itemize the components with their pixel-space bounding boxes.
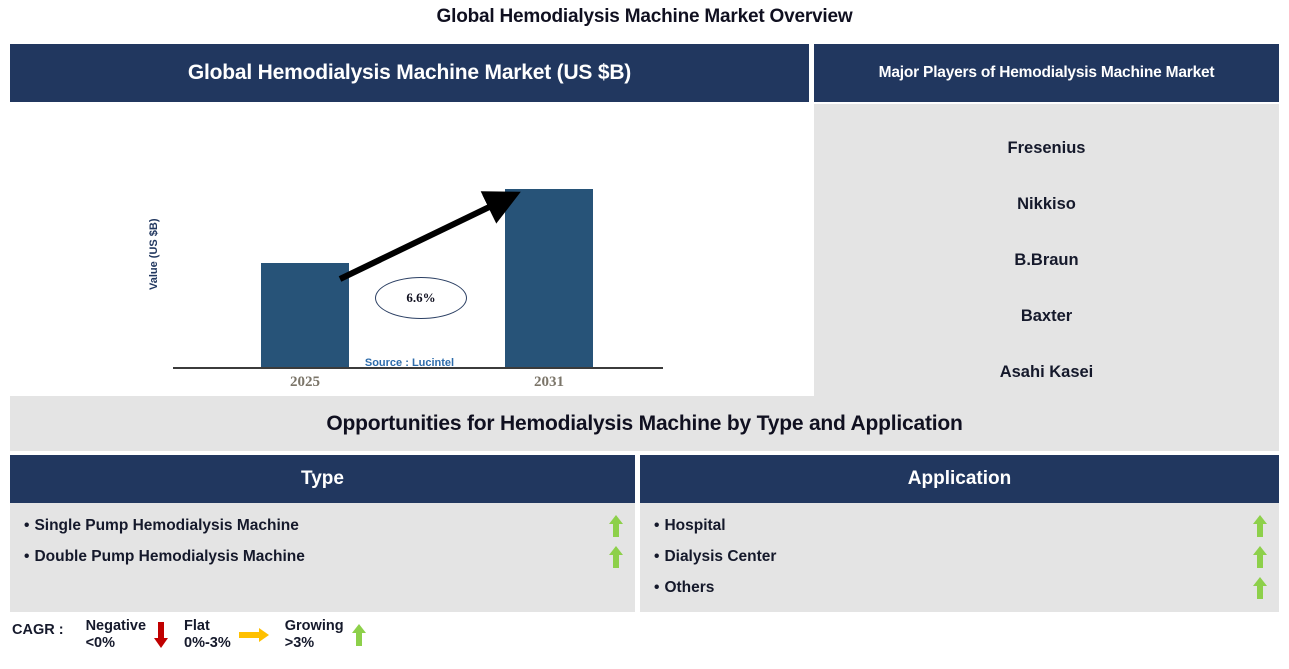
bullet-icon: •	[654, 516, 660, 534]
growing-arrow-icon	[1253, 514, 1267, 537]
bullet-icon: •	[654, 578, 660, 596]
chart-y-axis-title: Value (US $B)	[148, 218, 160, 290]
table-row: • Others	[640, 572, 1279, 603]
table-row: • Single Pump Hemodialysis Machine	[10, 510, 635, 541]
table-row: • Dialysis Center	[640, 541, 1279, 572]
opportunities-banner: Opportunities for Hemodialysis Machine b…	[10, 396, 1279, 451]
growing-up-arrow-icon-wrap	[351, 618, 366, 652]
page-title: Global Hemodialysis Machine Market Overv…	[436, 6, 853, 27]
cagr-value-callout: 6.6%	[375, 277, 467, 319]
opportunities-column-type: Type • Single Pump Hemodialysis Machine •…	[10, 455, 635, 612]
cagr-legend-growing-text: Growing >3%	[285, 618, 344, 652]
row-text: Double Pump Hemodialysis Machine	[34, 547, 305, 565]
row-label: • Single Pump Hemodialysis Machine	[24, 517, 609, 535]
cagr-legend-flat-range: 0%-3%	[184, 635, 231, 651]
table-row: • Hospital	[640, 510, 1279, 541]
cagr-legend-negative-text: Negative <0%	[86, 618, 146, 652]
row-label: • Dialysis Center	[654, 548, 1253, 566]
growing-arrow-icon	[609, 545, 623, 568]
list-item: B.Braun	[1014, 251, 1079, 269]
chart-x-tick-2031: 2031	[534, 374, 564, 390]
cagr-legend-flat-label: Flat	[184, 618, 210, 634]
flat-right-arrow-icon-wrap	[238, 618, 269, 652]
column-body-type: • Single Pump Hemodialysis Machine • Doubl…	[10, 503, 635, 612]
major-players-header: Major Players of Hemodialysis Machine Ma…	[814, 44, 1279, 102]
column-header-type: Type	[10, 455, 635, 503]
cagr-legend-title: CAGR :	[12, 622, 64, 638]
major-players-list: Fresenius Nikkiso B.Braun Baxter Asahi K…	[814, 104, 1279, 429]
cagr-legend-negative-range: <0%	[85, 635, 115, 651]
row-text: Others	[664, 578, 715, 596]
list-item: Nikkiso	[1017, 195, 1076, 213]
list-item: Fresenius	[1007, 139, 1086, 157]
negative-down-arrow-icon	[154, 622, 169, 648]
table-row: • Double Pump Hemodialysis Machine	[10, 541, 635, 572]
row-label: • Others	[654, 579, 1253, 597]
bullet-icon: •	[654, 547, 660, 565]
chart-panel-header: Global Hemodialysis Machine Market (US $…	[10, 44, 809, 102]
list-item: Asahi Kasei	[999, 363, 1094, 381]
column-header-application: Application	[640, 455, 1279, 503]
cagr-legend-growing-label: Growing	[284, 618, 344, 634]
list-item: Baxter	[1020, 307, 1073, 325]
cagr-legend-item-negative: Negative <0%	[86, 618, 176, 652]
cagr-legend: CAGR : Negative <0% Flat 0%-3% Growing >…	[12, 618, 612, 666]
cagr-legend-flat-text: Flat 0%-3%	[184, 618, 231, 652]
chart-source-label: Source : Lucintel	[364, 357, 455, 369]
bullet-icon: •	[24, 547, 30, 565]
row-text: Single Pump Hemodialysis Machine	[34, 516, 299, 534]
chart-x-axis-line	[173, 367, 663, 369]
negative-down-arrow-icon-wrap	[154, 618, 169, 652]
chart-x-tick-2025: 2025	[290, 374, 320, 390]
growing-arrow-icon	[609, 514, 623, 537]
major-players-panel: Major Players of Hemodialysis Machine Ma…	[814, 44, 1279, 429]
growing-up-arrow-icon	[351, 624, 366, 646]
row-text: Hospital	[664, 516, 726, 534]
row-label: • Hospital	[654, 517, 1253, 535]
chart-plot-area: Value (US $B) 2025 2031 6.6%	[10, 102, 809, 390]
row-text: Dialysis Center	[664, 547, 777, 565]
cagr-legend-growing-range: >3%	[284, 635, 315, 651]
cagr-legend-negative-label: Negative	[85, 618, 147, 634]
top-band: Global Hemodialysis Machine Market (US $…	[10, 44, 1279, 429]
cagr-legend-item-flat: Flat 0%-3%	[184, 618, 277, 652]
cagr-growth-arrow-icon	[338, 191, 521, 282]
chart-bar-2025	[261, 263, 349, 367]
cagr-legend-item-growing: Growing >3%	[285, 618, 374, 652]
flat-right-arrow-icon	[238, 628, 269, 642]
row-label: • Double Pump Hemodialysis Machine	[24, 548, 609, 566]
column-body-application: • Hospital • Dialysis Center • Others	[640, 503, 1279, 612]
bullet-icon: •	[24, 516, 30, 534]
growing-arrow-icon	[1253, 545, 1267, 568]
opportunities-columns: Type • Single Pump Hemodialysis Machine •…	[10, 455, 1279, 612]
growing-arrow-icon	[1253, 576, 1267, 599]
opportunities-column-application: Application • Hospital • Dialysis Center •…	[640, 455, 1279, 612]
market-chart-panel: Global Hemodialysis Machine Market (US $…	[10, 44, 809, 390]
